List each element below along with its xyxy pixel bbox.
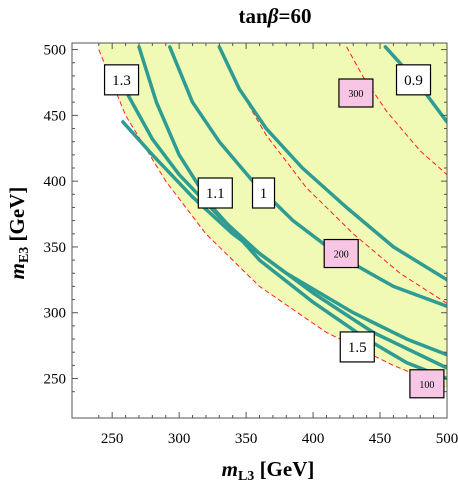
x-tick-label: 500 <box>436 431 458 447</box>
dashed-contour-300 <box>346 46 447 175</box>
contour-label-box <box>395 64 432 96</box>
x-tick-label: 250 <box>101 431 124 447</box>
solid-contour-1-3 <box>126 93 447 370</box>
dashed-contours-layer <box>98 46 447 389</box>
x-tick-label: 450 <box>369 431 392 447</box>
y-tick-label: 400 <box>44 174 67 190</box>
contour-label: 1.3 <box>112 73 131 89</box>
x-tick-label: 400 <box>302 431 325 447</box>
allowed-region <box>98 43 447 388</box>
x-axis-label-sub: L3 <box>238 469 254 484</box>
solid-contour-1-5 <box>137 45 447 381</box>
solid-contour-1-2 <box>121 120 447 357</box>
x-axis-label: mL3 [GeV] <box>222 457 315 484</box>
contour-label: 0.9 <box>404 73 423 89</box>
y-tick-label: 250 <box>44 372 67 388</box>
contour-label: 1 <box>260 186 268 202</box>
mass-label-box <box>338 78 374 108</box>
contour-label-box <box>339 331 375 363</box>
contour-label-box <box>251 177 276 209</box>
y-axis-label-unit: [GeV] <box>5 187 29 247</box>
x-tick-label: 350 <box>235 431 258 447</box>
contour-label-box <box>103 64 140 96</box>
mass-label-box <box>409 369 445 399</box>
title-symbol: β <box>267 4 279 28</box>
contour-label: 1.5 <box>348 340 367 356</box>
mass-label: 200 <box>334 250 349 261</box>
title-suffix: =60 <box>278 4 311 28</box>
y-axis-label: mE3 [GeV] <box>5 187 32 280</box>
y-tick-label: 300 <box>44 306 67 322</box>
y-axis-label-main: m <box>5 263 29 279</box>
chart-title: tanβ=60 <box>239 4 312 28</box>
allowed-region-layer <box>98 43 447 388</box>
solid-contour-1 <box>217 45 447 282</box>
mass-label-box <box>323 238 359 269</box>
contour-label: 1.1 <box>206 186 225 202</box>
mass-label: 300 <box>348 89 363 100</box>
contour-label-box <box>197 177 233 209</box>
x-axis-label-unit: [GeV] <box>254 457 314 481</box>
x-axis-label-main: m <box>222 457 238 481</box>
y-tick-label: 500 <box>44 43 67 59</box>
contour-labels-layer: 1.3 1.1 1 0.9 1.5 300 200 100 <box>103 64 445 399</box>
dashed-contour-100 <box>98 49 447 389</box>
title-prefix: tan <box>239 4 268 28</box>
x-tick-label: 300 <box>168 431 191 447</box>
y-axis-label-sub: E3 <box>17 247 32 263</box>
y-tick-label: 350 <box>44 240 67 256</box>
y-tick-label: 450 <box>44 108 67 124</box>
axis-ticks: 250 300 350 400 450 500 250 300 350 400 450 500 <box>44 43 458 447</box>
mass-label: 100 <box>419 380 434 391</box>
